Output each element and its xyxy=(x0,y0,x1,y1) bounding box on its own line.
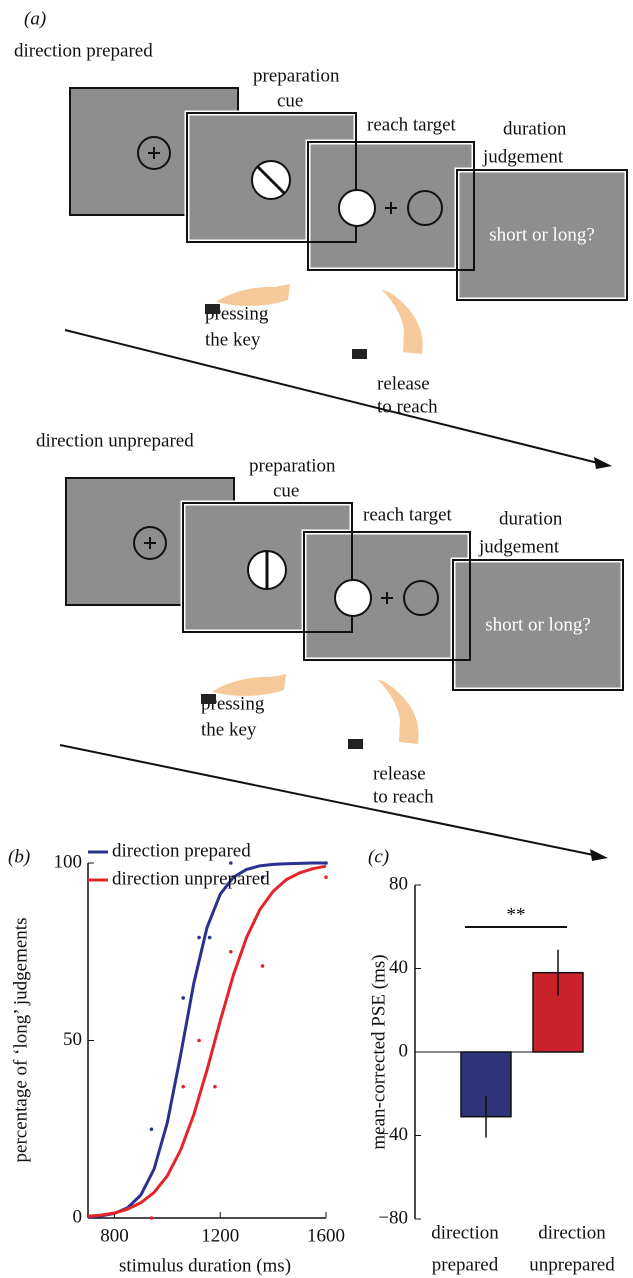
hand xyxy=(378,680,419,744)
x-axis-label: stimulus duration (ms) xyxy=(119,1255,291,1276)
y-tick-label: 50 xyxy=(63,1029,82,1050)
y-tick-label: 0 xyxy=(73,1206,83,1227)
row-title: direction prepared xyxy=(14,40,153,61)
x-tick-label: direction xyxy=(538,1222,606,1243)
legend-label: direction prepared xyxy=(112,840,251,861)
fit-curve xyxy=(88,866,326,1216)
data-point xyxy=(324,861,328,865)
x-tick-label: prepared xyxy=(432,1254,499,1275)
key xyxy=(352,349,367,359)
press-label: the key xyxy=(201,719,257,740)
panel-label: (c) xyxy=(368,846,389,867)
cue-label: cue xyxy=(273,480,299,501)
legend-label: direction unprepared xyxy=(112,868,270,889)
release-label: release xyxy=(377,373,430,394)
y-axis-label: percentage of ‘long’ judgements xyxy=(10,918,31,1163)
judgement-label: judgement xyxy=(482,146,564,167)
judgement-label: judgement xyxy=(478,536,560,557)
y-tick-label: −80 xyxy=(378,1207,408,1228)
data-point xyxy=(197,1039,201,1043)
cue-label: preparation xyxy=(253,65,340,86)
press-label: the key xyxy=(205,329,261,350)
release-label: to reach xyxy=(373,786,434,807)
figure: (a) direction prepared preparation cue reach… xyxy=(0,0,633,1278)
data-point xyxy=(181,996,185,1000)
data-point xyxy=(150,1127,154,1131)
hand xyxy=(212,674,286,696)
key xyxy=(348,739,363,749)
cue-label: cue xyxy=(277,90,303,111)
question: short or long? xyxy=(485,614,591,635)
key xyxy=(205,304,220,314)
target-left xyxy=(335,580,371,616)
y-tick-label: 40 xyxy=(389,957,408,978)
hand xyxy=(216,284,290,306)
x-tick-label: 1600 xyxy=(307,1225,345,1246)
data-point xyxy=(229,950,233,954)
panel-label: (a) xyxy=(24,8,46,29)
judgement-label: duration xyxy=(499,508,563,529)
data-point xyxy=(208,936,212,940)
arrow-head xyxy=(590,849,608,861)
row-title: direction unprepared xyxy=(36,430,194,451)
judgement-label: duration xyxy=(503,118,567,139)
target-left xyxy=(339,190,375,226)
data-point xyxy=(213,1085,217,1089)
x-tick-label: unprepared xyxy=(529,1254,615,1275)
y-tick-label: 0 xyxy=(399,1040,409,1061)
y-tick-label: 100 xyxy=(54,851,83,872)
question: short or long? xyxy=(489,224,595,245)
fit-curve xyxy=(88,863,326,1217)
x-tick-label: 800 xyxy=(100,1225,129,1246)
significance-label: ** xyxy=(507,904,526,925)
y-tick-label: 80 xyxy=(389,873,408,894)
hand xyxy=(382,290,423,354)
arrow-head xyxy=(594,457,612,469)
data-point xyxy=(261,964,265,968)
target-label: reach target xyxy=(363,504,453,525)
time-arrow xyxy=(60,745,596,856)
data-point xyxy=(197,936,201,940)
data-point xyxy=(229,861,233,865)
panel-label: (b) xyxy=(8,846,30,867)
target-label: reach target xyxy=(367,114,457,135)
data-point xyxy=(324,875,328,879)
key xyxy=(201,694,216,704)
release-label: to reach xyxy=(377,396,438,417)
data-point xyxy=(150,1216,154,1220)
release-label: release xyxy=(373,763,426,784)
x-tick-label: 1200 xyxy=(201,1225,239,1246)
data-point xyxy=(181,1085,185,1089)
x-tick-label: direction xyxy=(431,1222,499,1243)
y-axis-label: mean-corrected PSE (ms) xyxy=(368,954,389,1149)
cue-label: preparation xyxy=(249,455,336,476)
